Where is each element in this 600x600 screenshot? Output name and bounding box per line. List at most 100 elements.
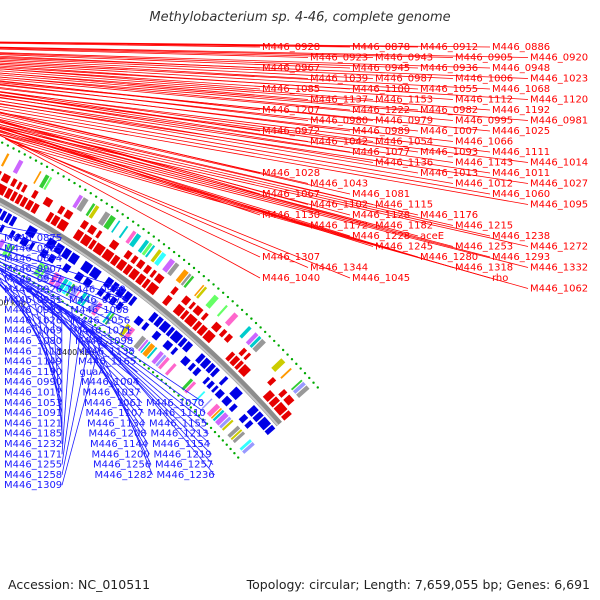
reverse-gene xyxy=(67,252,80,265)
right-gene-label: M446_1011 xyxy=(492,168,550,179)
left-label-leader xyxy=(61,321,83,465)
left-label-leader xyxy=(61,306,149,445)
feature-track-outer xyxy=(252,338,266,353)
reverse-gene xyxy=(177,337,188,348)
right-gene-label: M446_1066 xyxy=(455,137,513,148)
feature-track-inner xyxy=(102,310,113,324)
rna-track-outer xyxy=(250,317,253,320)
feature-track-inner xyxy=(118,323,131,338)
feature-track-outer xyxy=(175,269,189,284)
reverse-gene xyxy=(103,292,112,302)
feature-track-inner xyxy=(155,354,167,367)
right-gene-label: M446_1207 xyxy=(262,105,320,116)
rna-track-outer xyxy=(34,159,38,162)
feature-track-outer xyxy=(154,252,167,266)
right-label-leader xyxy=(0,80,261,111)
rna-track-outer xyxy=(89,192,92,195)
rna-track-outer xyxy=(23,153,26,156)
feature-track-outer xyxy=(137,239,150,254)
rna-track-outer xyxy=(187,262,191,266)
left-gene-label: M446_1061 xyxy=(84,398,142,409)
right-gene-label: M446_1085 xyxy=(262,84,320,95)
feature-track-inner xyxy=(87,299,99,313)
feature-track-outer xyxy=(118,225,129,239)
feature-track-inner xyxy=(184,381,197,394)
rna-track-outer xyxy=(94,195,98,198)
forward-gene xyxy=(262,389,275,403)
right-gene-label: M446_0948 xyxy=(492,63,550,74)
right-gene-label: M446_1136 xyxy=(375,158,433,169)
feature-track-outer xyxy=(141,242,153,256)
forward-gene xyxy=(19,196,29,208)
right-label-leader xyxy=(0,78,454,121)
right-gene-label: M446_0886 xyxy=(492,42,550,53)
right-label-leader xyxy=(0,112,309,184)
forward-gene xyxy=(243,352,252,361)
right-label-leader xyxy=(17,144,529,289)
left-gene-label: M446_0875 xyxy=(4,233,62,244)
forward-gene xyxy=(188,301,196,310)
right-label-leader xyxy=(0,128,454,247)
right-gene-label: M446_0981 xyxy=(530,116,588,127)
rna-track-outer xyxy=(121,213,124,216)
left-label-leader xyxy=(51,300,63,434)
left-gene-label: M446_0907 xyxy=(4,264,62,275)
right-gene-label: M446_0987 xyxy=(375,74,433,85)
reverse-gene xyxy=(214,388,225,400)
forward-gene xyxy=(109,254,121,267)
forward-gene xyxy=(0,170,2,176)
forward-gene xyxy=(196,324,208,337)
rna-track-inner xyxy=(185,402,188,405)
reverse-gene xyxy=(121,290,133,303)
right-gene-label: M446_1253 xyxy=(455,242,513,253)
forward-gene xyxy=(20,184,28,193)
rna-track-outer xyxy=(299,367,302,370)
right-label-leader xyxy=(0,60,309,79)
rna-track-inner xyxy=(80,313,83,317)
rna-track-outer xyxy=(263,330,267,334)
right-gene-label: M446_0979 xyxy=(375,116,433,127)
feature-track-outer xyxy=(249,335,262,349)
rna-track-inner xyxy=(98,327,101,330)
left-label-leader xyxy=(0,277,63,321)
left-gene-label: M446_1070 xyxy=(146,398,204,409)
feature-track-inner xyxy=(41,267,53,282)
right-label-leader xyxy=(0,47,374,58)
left-gene-label: M446_1282 xyxy=(95,470,153,481)
right-gene-label: M446_1318 xyxy=(455,263,513,274)
left-gene-label: M446_0885 xyxy=(4,243,62,254)
forward-gene xyxy=(56,218,69,232)
reverse-gene xyxy=(115,301,124,311)
reverse-gene xyxy=(252,411,264,423)
right-label-leader xyxy=(0,97,454,163)
left-label-leader xyxy=(0,248,126,290)
left-label-leader xyxy=(91,328,215,476)
rna-track-outer xyxy=(56,172,60,175)
right-label-leader xyxy=(0,127,351,237)
rna-track-outer xyxy=(17,150,21,153)
rna-track-outer xyxy=(217,287,220,290)
feature-track-outer xyxy=(271,358,286,373)
feature-track-outer xyxy=(150,249,162,263)
rna-track-outer xyxy=(268,335,271,338)
rna-track-outer xyxy=(137,224,140,227)
forward-gene xyxy=(79,233,93,247)
right-label-leader xyxy=(5,138,351,279)
feature-track-inner xyxy=(158,356,170,370)
forward-gene xyxy=(179,309,190,321)
kbp-tick-label: 1300 kbp xyxy=(0,299,26,308)
rna-track-inner xyxy=(151,371,155,374)
forward-gene xyxy=(211,321,222,333)
left-label-leader xyxy=(81,321,152,465)
forward-gene xyxy=(24,199,35,211)
reverse-gene xyxy=(238,413,249,424)
rna-track-outer xyxy=(152,235,155,238)
right-label-leader xyxy=(0,112,529,205)
right-label-leader xyxy=(0,117,374,205)
reverse-gene xyxy=(162,339,174,351)
left-label-leader xyxy=(61,314,73,455)
rna-track-outer xyxy=(231,300,234,303)
rna-track-outer xyxy=(172,250,176,254)
reverse-gene xyxy=(8,229,16,239)
